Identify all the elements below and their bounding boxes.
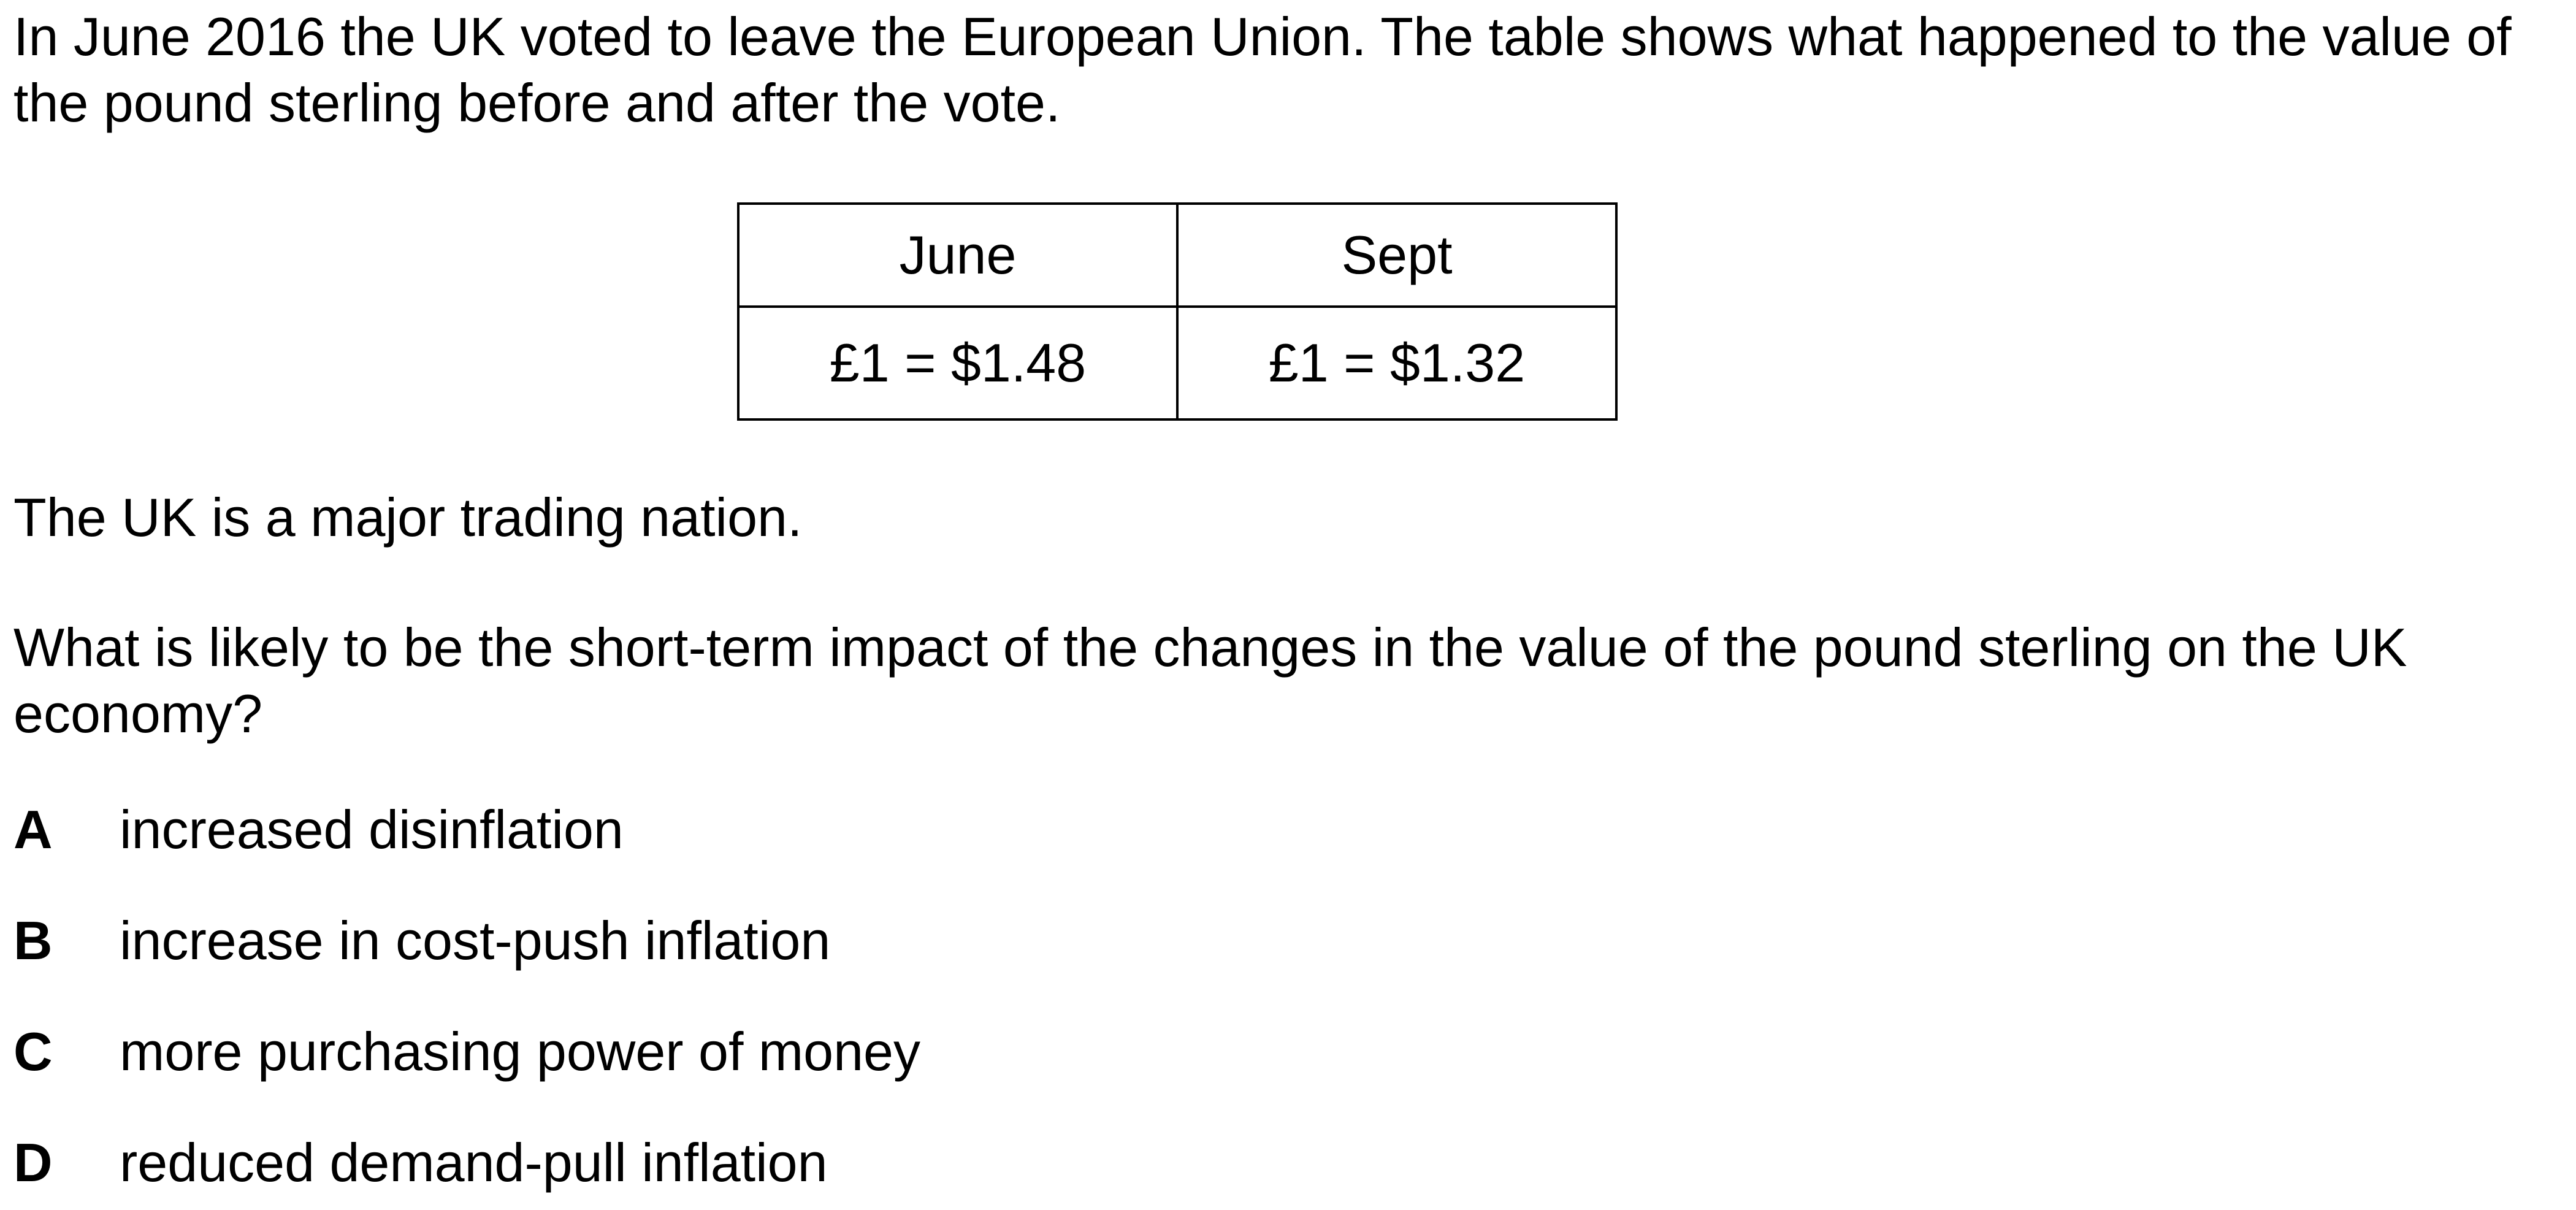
exchange-rate-table: June Sept £1 = $1.48 £1 = $1.32: [737, 202, 1618, 421]
statement-paragraph: The UK is a major trading nation.: [13, 487, 803, 548]
option-text: more purchasing power of money: [120, 1021, 920, 1082]
question-paragraph: What is likely to be the short-term impa…: [13, 617, 2407, 744]
option-letter: A: [13, 799, 53, 860]
table-header-row: June Sept: [737, 202, 1618, 308]
option-text: increase in cost-push inflation: [120, 910, 831, 971]
option-letter: D: [13, 1132, 53, 1193]
table-cell-june-rate: £1 = $1.48: [737, 305, 1179, 421]
option-letter: C: [13, 1021, 53, 1082]
table-header-june: June: [737, 202, 1179, 308]
table-row: £1 = $1.48 £1 = $1.32: [737, 305, 1618, 421]
option-letter: B: [13, 910, 53, 971]
intro-paragraph: In June 2016 the UK voted to leave the E…: [13, 6, 2512, 133]
option-text: increased disinflation: [120, 799, 624, 860]
option-text: reduced demand-pull inflation: [120, 1132, 828, 1193]
table-header-sept: Sept: [1176, 202, 1618, 308]
table-cell-sept-rate: £1 = $1.32: [1176, 305, 1618, 421]
